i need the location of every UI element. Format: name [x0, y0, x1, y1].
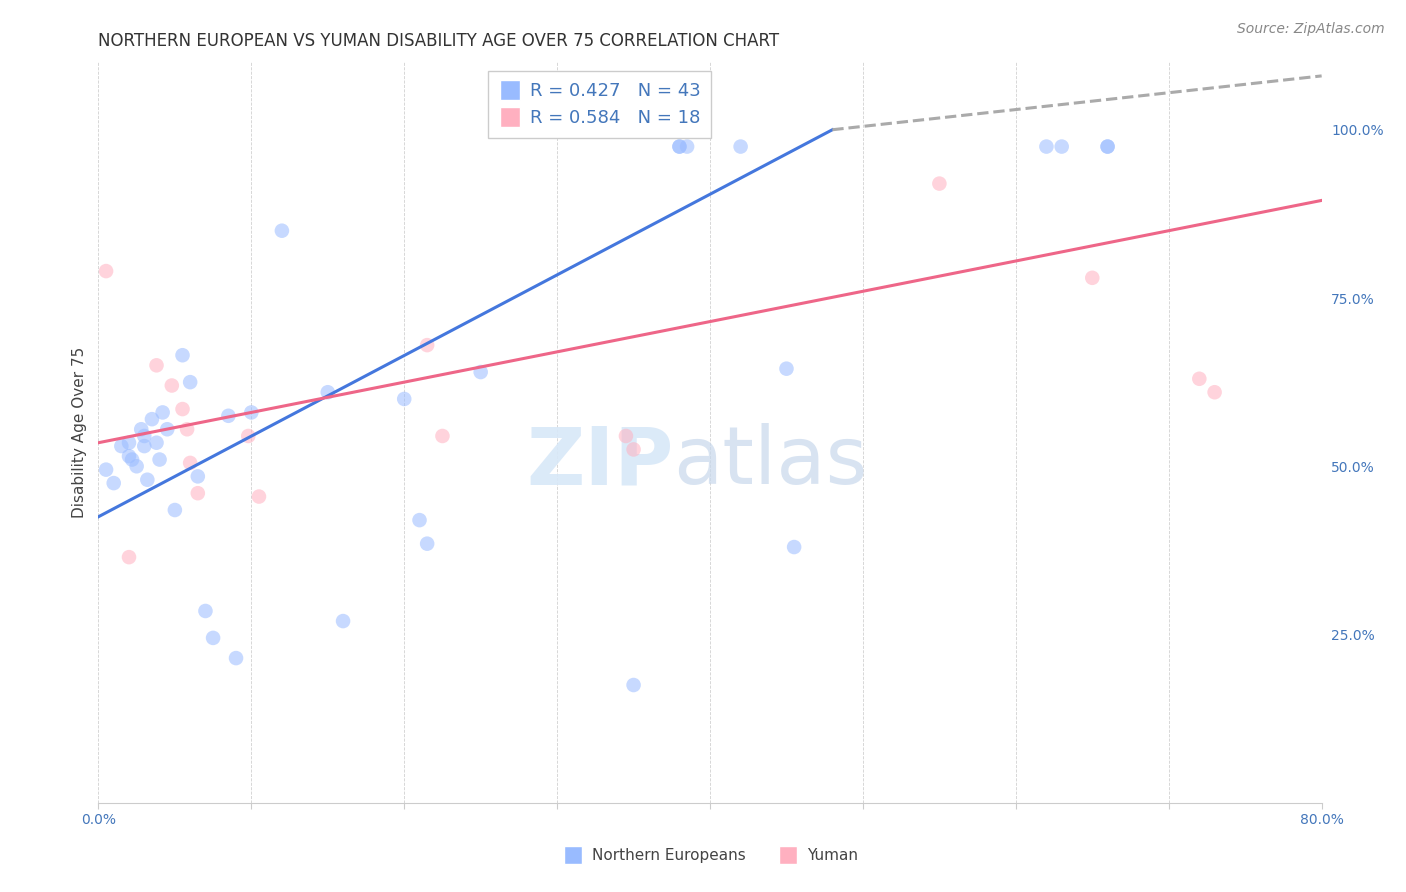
Text: Source: ZipAtlas.com: Source: ZipAtlas.com [1237, 22, 1385, 37]
Point [118, 550, 141, 565]
Point [118, 449, 141, 463]
Point [668, 139, 690, 153]
Point [392, 392, 416, 406]
Point [623, 442, 645, 457]
Point [238, 429, 260, 443]
Point [1050, 139, 1073, 153]
Point [217, 409, 239, 423]
Point [145, 435, 167, 450]
Legend: Northern Europeans, Yuman: Northern Europeans, Yuman [555, 842, 865, 869]
Point [928, 177, 950, 191]
Point [149, 452, 172, 467]
Text: ZIP: ZIP [526, 423, 673, 501]
Point [110, 439, 132, 453]
Point [176, 422, 198, 436]
Point [1188, 372, 1211, 386]
Point [1081, 270, 1104, 285]
Point [129, 422, 152, 436]
Text: NORTHERN EUROPEAN VS YUMAN DISABILITY AGE OVER 75 CORRELATION CHART: NORTHERN EUROPEAN VS YUMAN DISABILITY AG… [98, 32, 779, 50]
Point [118, 435, 141, 450]
Point [1097, 139, 1119, 153]
Point [270, 224, 292, 238]
Point [136, 473, 159, 487]
Point [730, 139, 752, 153]
Point [94, 264, 117, 278]
Point [775, 361, 797, 376]
Point [668, 139, 690, 153]
Point [316, 385, 339, 400]
Point [1097, 139, 1119, 153]
Point [194, 604, 217, 618]
Point [614, 429, 637, 443]
Point [783, 540, 806, 554]
Point [172, 348, 194, 362]
Text: atlas: atlas [673, 423, 868, 501]
Y-axis label: Disability Age Over 75: Disability Age Over 75 [72, 347, 87, 518]
Point [179, 375, 201, 389]
Point [134, 439, 156, 453]
Point [187, 486, 209, 500]
Point [432, 429, 454, 443]
Point [1204, 385, 1226, 400]
Point [145, 359, 167, 373]
Point [156, 422, 179, 436]
Point [408, 513, 430, 527]
Point [676, 139, 699, 153]
Point [1035, 139, 1057, 153]
Point [121, 452, 143, 467]
Point [332, 614, 354, 628]
Point [623, 678, 645, 692]
Point [94, 462, 117, 476]
Point [470, 365, 492, 379]
Point [103, 476, 125, 491]
Point [172, 402, 194, 417]
Point [187, 469, 209, 483]
Point [141, 412, 163, 426]
Point [225, 651, 247, 665]
Point [163, 503, 186, 517]
Point [240, 405, 263, 419]
Point [179, 456, 201, 470]
Point [152, 405, 174, 419]
Point [160, 378, 183, 392]
Point [125, 459, 148, 474]
Point [202, 631, 225, 645]
Point [416, 338, 439, 352]
Point [134, 429, 156, 443]
Point [416, 536, 439, 550]
Point [247, 490, 270, 504]
